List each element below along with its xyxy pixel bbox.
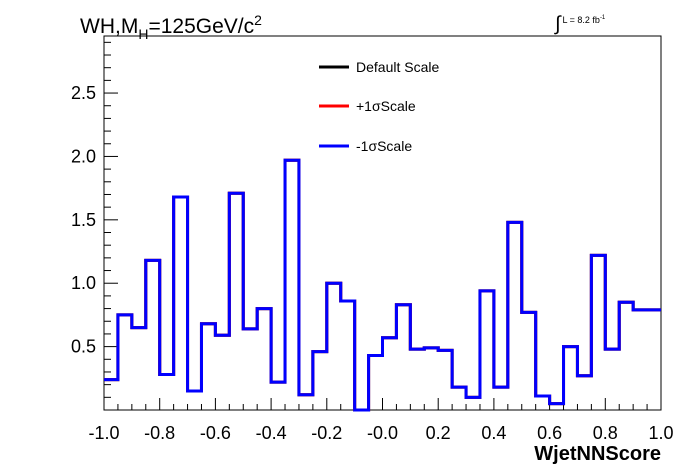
x-tick-label: -0.2 bbox=[311, 423, 342, 443]
y-tick-label: 0.5 bbox=[71, 337, 96, 357]
x-axis-label: WjetNNScore bbox=[534, 443, 661, 465]
series-1-scale-line bbox=[104, 158, 661, 412]
x-tick-label: 1.0 bbox=[648, 423, 673, 443]
legend-label: Default Scale bbox=[356, 59, 439, 75]
legend-label: +1σScale bbox=[356, 98, 416, 114]
legend: Default Scale +1σScale -1σScale bbox=[319, 59, 439, 154]
x-tick-label: 0.6 bbox=[537, 423, 562, 443]
x-tick-label: -0.0 bbox=[367, 423, 398, 443]
luminosity-label: ∫ L = 8.2 fb-1 bbox=[555, 13, 605, 36]
x-tick-label: 0.8 bbox=[593, 423, 618, 443]
luminosity-superscript: -1 bbox=[599, 15, 606, 21]
legend-label: -1σScale bbox=[356, 138, 412, 154]
title-superscript: 2 bbox=[254, 12, 262, 28]
title-prefix: WH,M bbox=[80, 15, 139, 38]
x-tick-label: 0.2 bbox=[426, 423, 451, 443]
title-subscript: H bbox=[138, 26, 149, 42]
luminosity-text: L = 8.2 fb bbox=[562, 15, 600, 25]
x-tick-label: -0.8 bbox=[144, 423, 175, 443]
y-tick-label: 2.5 bbox=[71, 83, 96, 103]
x-tick-label: -1.0 bbox=[88, 423, 119, 443]
histogram-series bbox=[104, 158, 661, 412]
y-tick-label: 1.5 bbox=[71, 210, 96, 230]
plot-title: WH,MH=125GeV/c2 bbox=[80, 12, 262, 42]
integral-symbol: ∫ bbox=[555, 13, 561, 35]
axis-tick-labels: -1.0 -0.8 -0.6 -0.4 -0.2 -0.0 0.2 0.4 0.6 0.8 1.0 0… bbox=[71, 83, 674, 443]
x-tick-label: -0.6 bbox=[200, 423, 231, 443]
x-tick-label: 0.4 bbox=[481, 423, 506, 443]
y-tick-label: 2.0 bbox=[71, 146, 96, 166]
x-tick-label: -0.4 bbox=[256, 423, 287, 443]
y-tick-label: 1.0 bbox=[71, 273, 96, 293]
title-main: =125GeV/c bbox=[148, 15, 255, 38]
